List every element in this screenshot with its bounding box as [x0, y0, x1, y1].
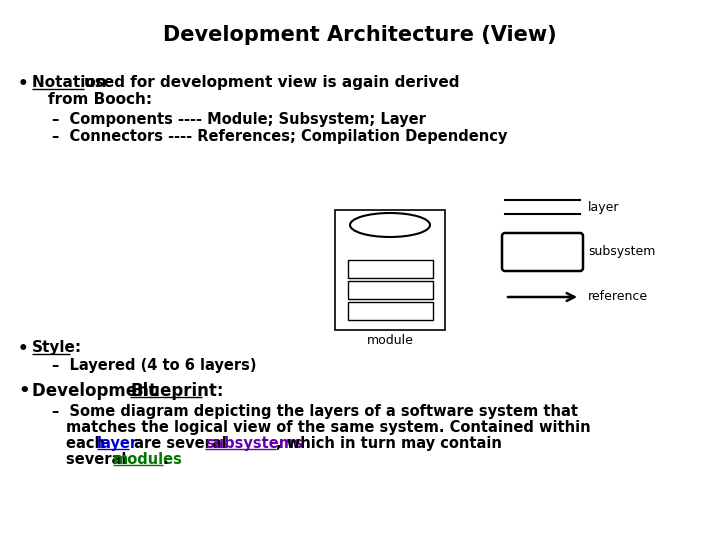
Text: –  Some diagram depicting the layers of a software system that: – Some diagram depicting the layers of a… [52, 404, 578, 419]
FancyBboxPatch shape [502, 233, 583, 271]
Text: –  Components ---- Module; Subsystem; Layer: – Components ---- Module; Subsystem; Lay… [52, 112, 426, 127]
Text: Blueprint:: Blueprint: [130, 382, 223, 400]
Text: modules: modules [113, 452, 183, 467]
Text: layer: layer [97, 436, 138, 451]
Text: •: • [18, 340, 29, 358]
Text: from Booch:: from Booch: [48, 92, 152, 107]
Ellipse shape [350, 213, 430, 237]
Text: , which in turn may contain: , which in turn may contain [276, 436, 502, 451]
Text: .: . [163, 452, 168, 467]
Text: module: module [366, 334, 413, 347]
Text: –  Connectors ---- References; Compilation Dependency: – Connectors ---- References; Compilatio… [52, 129, 508, 144]
Text: •: • [18, 382, 30, 400]
Text: subsystems: subsystems [205, 436, 302, 451]
Text: Development: Development [32, 382, 163, 400]
Bar [335, 210, 445, 330]
Text: used for development view is again derived: used for development view is again deriv… [84, 75, 459, 90]
Text: reference: reference [588, 291, 648, 303]
Text: each: each [66, 436, 110, 451]
Text: •: • [18, 75, 29, 93]
Text: Style:: Style: [32, 340, 82, 355]
Text: Development Architecture (View): Development Architecture (View) [163, 25, 557, 45]
Text: are several: are several [129, 436, 232, 451]
Text: layer: layer [588, 200, 619, 213]
Text: several: several [66, 452, 132, 467]
Text: Notation: Notation [32, 75, 112, 90]
Bar [348, 281, 433, 299]
Bar [348, 260, 433, 278]
Text: –  Layered (4 to 6 layers): – Layered (4 to 6 layers) [52, 358, 256, 373]
Text: subsystem: subsystem [588, 246, 655, 259]
Text: matches the logical view of the same system. Contained within: matches the logical view of the same sys… [66, 420, 590, 435]
Bar [348, 302, 433, 320]
